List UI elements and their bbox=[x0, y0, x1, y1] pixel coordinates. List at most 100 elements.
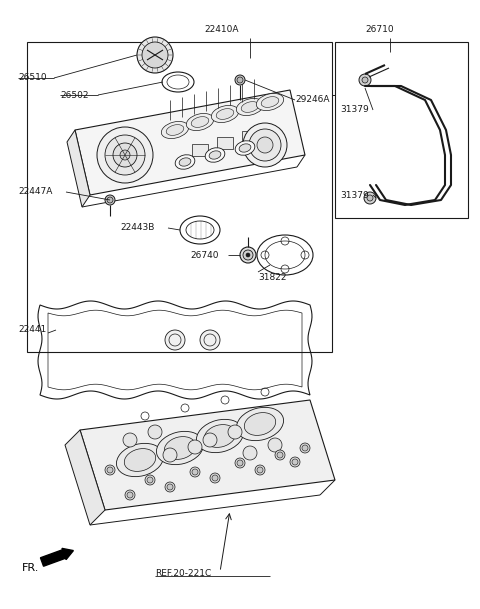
Circle shape bbox=[107, 467, 113, 473]
Text: FR.: FR. bbox=[22, 563, 39, 573]
Circle shape bbox=[97, 127, 153, 183]
Circle shape bbox=[105, 195, 115, 205]
Circle shape bbox=[249, 129, 281, 161]
Ellipse shape bbox=[117, 443, 164, 477]
Circle shape bbox=[167, 484, 173, 490]
Circle shape bbox=[268, 438, 282, 452]
Ellipse shape bbox=[175, 155, 195, 169]
Circle shape bbox=[192, 469, 198, 475]
Ellipse shape bbox=[244, 412, 276, 435]
Circle shape bbox=[243, 250, 253, 260]
Circle shape bbox=[203, 433, 217, 447]
Circle shape bbox=[257, 467, 263, 473]
Circle shape bbox=[240, 247, 256, 263]
Bar bbox=[27, 42, 332, 352]
Circle shape bbox=[105, 135, 145, 175]
Circle shape bbox=[246, 253, 250, 257]
Ellipse shape bbox=[124, 449, 156, 471]
Ellipse shape bbox=[239, 144, 251, 152]
Circle shape bbox=[188, 440, 202, 454]
Text: 26710: 26710 bbox=[366, 26, 394, 35]
Ellipse shape bbox=[196, 420, 243, 452]
Circle shape bbox=[237, 460, 243, 466]
Polygon shape bbox=[192, 144, 208, 156]
Bar bbox=[335, 42, 468, 218]
FancyArrow shape bbox=[40, 548, 73, 566]
Circle shape bbox=[120, 150, 130, 160]
Polygon shape bbox=[80, 400, 335, 510]
Ellipse shape bbox=[261, 97, 279, 107]
Ellipse shape bbox=[205, 148, 225, 162]
Circle shape bbox=[137, 37, 173, 73]
Polygon shape bbox=[75, 90, 305, 195]
Text: 22447A: 22447A bbox=[18, 188, 52, 197]
Text: 22441: 22441 bbox=[18, 325, 46, 334]
Ellipse shape bbox=[256, 93, 284, 111]
Ellipse shape bbox=[179, 158, 191, 166]
Ellipse shape bbox=[236, 99, 264, 116]
Text: 26502: 26502 bbox=[60, 91, 88, 99]
Circle shape bbox=[290, 457, 300, 467]
Circle shape bbox=[190, 467, 200, 477]
Text: 26510: 26510 bbox=[18, 74, 47, 82]
Circle shape bbox=[105, 465, 115, 475]
Ellipse shape bbox=[235, 141, 255, 155]
Text: 26740: 26740 bbox=[190, 250, 218, 259]
Text: 31379: 31379 bbox=[340, 105, 369, 114]
Polygon shape bbox=[65, 430, 105, 525]
Ellipse shape bbox=[156, 431, 204, 465]
Circle shape bbox=[275, 450, 285, 460]
Circle shape bbox=[277, 452, 283, 458]
Polygon shape bbox=[217, 137, 233, 149]
Circle shape bbox=[163, 448, 177, 462]
Circle shape bbox=[257, 137, 273, 153]
Ellipse shape bbox=[209, 151, 221, 159]
Text: REF.20-221C: REF.20-221C bbox=[155, 569, 211, 579]
Circle shape bbox=[228, 425, 242, 439]
Circle shape bbox=[255, 465, 265, 475]
Circle shape bbox=[123, 433, 137, 447]
Circle shape bbox=[147, 477, 153, 483]
Circle shape bbox=[107, 197, 113, 203]
Text: 31822: 31822 bbox=[258, 273, 287, 283]
Text: 22410A: 22410A bbox=[205, 26, 239, 35]
Ellipse shape bbox=[237, 407, 284, 441]
Circle shape bbox=[125, 490, 135, 500]
Circle shape bbox=[292, 459, 298, 465]
Ellipse shape bbox=[191, 117, 209, 127]
Circle shape bbox=[243, 446, 257, 460]
Circle shape bbox=[367, 195, 373, 201]
Circle shape bbox=[302, 445, 308, 451]
Circle shape bbox=[359, 74, 371, 86]
Circle shape bbox=[235, 458, 245, 468]
Circle shape bbox=[212, 475, 218, 481]
Text: 29246A: 29246A bbox=[295, 96, 329, 105]
Text: 31379: 31379 bbox=[340, 191, 369, 200]
Circle shape bbox=[300, 443, 310, 453]
Ellipse shape bbox=[186, 113, 214, 130]
Ellipse shape bbox=[166, 125, 184, 135]
Circle shape bbox=[200, 330, 220, 350]
Ellipse shape bbox=[216, 108, 234, 119]
Ellipse shape bbox=[241, 102, 259, 113]
Polygon shape bbox=[67, 130, 90, 207]
Circle shape bbox=[148, 425, 162, 439]
Text: 22443B: 22443B bbox=[120, 224, 155, 233]
Circle shape bbox=[362, 77, 368, 83]
Circle shape bbox=[237, 77, 243, 83]
Circle shape bbox=[113, 143, 137, 167]
Circle shape bbox=[235, 75, 245, 85]
Ellipse shape bbox=[164, 437, 196, 459]
Ellipse shape bbox=[161, 121, 189, 138]
Circle shape bbox=[364, 192, 376, 204]
Ellipse shape bbox=[204, 424, 236, 448]
Circle shape bbox=[165, 330, 185, 350]
Circle shape bbox=[210, 473, 220, 483]
Polygon shape bbox=[242, 131, 258, 143]
Circle shape bbox=[142, 42, 168, 68]
Circle shape bbox=[243, 123, 287, 167]
Circle shape bbox=[165, 482, 175, 492]
Circle shape bbox=[127, 492, 133, 498]
Ellipse shape bbox=[211, 105, 239, 122]
Circle shape bbox=[145, 475, 155, 485]
